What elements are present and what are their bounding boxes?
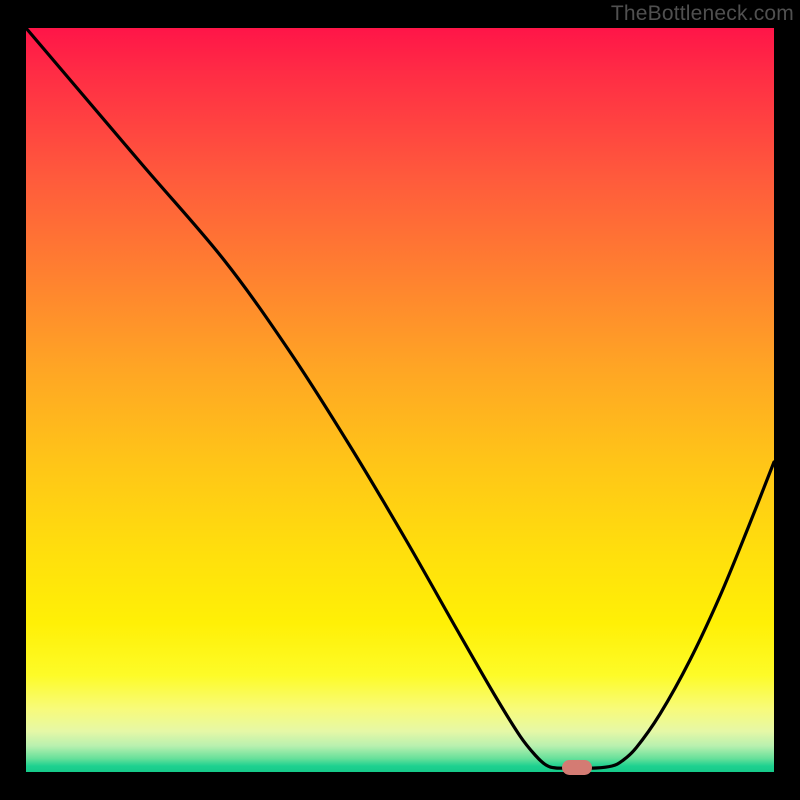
bottleneck-curve [0, 0, 800, 800]
watermark-text: TheBottleneck.com [611, 2, 794, 26]
plot-area [26, 28, 774, 772]
minimum-marker [562, 760, 592, 775]
